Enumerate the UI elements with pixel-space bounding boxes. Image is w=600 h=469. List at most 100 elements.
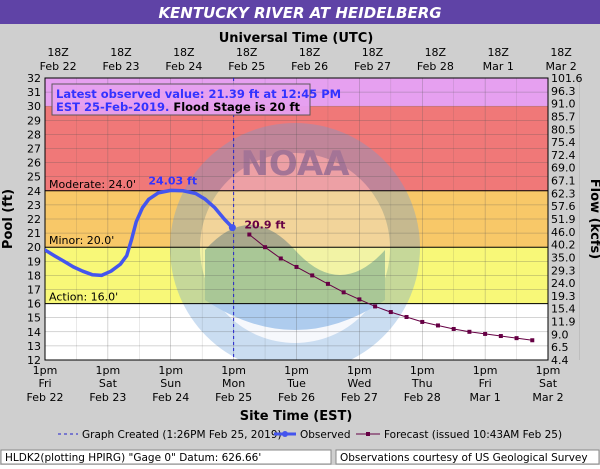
y2-tick-label: 24.0	[551, 277, 576, 290]
bottom-tick-time: 1pm	[347, 364, 372, 377]
bottom-tick-date: Feb 24	[152, 391, 189, 404]
crest-annotation: 24.03 ft	[148, 174, 197, 187]
footer-datum: HLDK2(plotting HPIRG) "Gage 0" Datum: 62…	[5, 452, 261, 464]
legend-observed: Observed	[300, 429, 351, 441]
plot-frame	[44, 77, 549, 361]
legend-forecast: Forecast (issued 10:43AM Feb 25)	[384, 429, 562, 441]
y-tick-label: 20	[27, 241, 41, 254]
legend-graph-created: Graph Created (1:26PM Feb 25, 2019)	[82, 429, 282, 441]
bottom-tick-day: Mon	[222, 377, 245, 390]
y-tick-label: 18	[27, 269, 41, 282]
top-tick-date: Feb 26	[291, 60, 328, 73]
y2-tick-label: 75.4	[551, 136, 576, 149]
info-line-2: EST 25-Feb-2019.	[56, 100, 169, 114]
y-tick-label: 21	[27, 227, 41, 240]
svg-text:NOAA: NOAA	[240, 144, 350, 184]
forecast-point	[310, 273, 315, 278]
bottom-tick-date: Feb 28	[404, 391, 441, 404]
svg-text:EST 25-Feb-2019. Flood Stage i: EST 25-Feb-2019. Flood Stage is 20 ft	[56, 100, 301, 114]
top-tick-date: Feb 22	[40, 60, 77, 73]
forecast-point	[325, 281, 330, 286]
y2-tick-label: 57.6	[551, 200, 576, 213]
top-tick-hour: 18Z	[47, 46, 69, 59]
forecast-point	[263, 245, 268, 250]
forecast-point	[294, 264, 299, 269]
forecast-point	[247, 232, 252, 237]
y-tick-label: 27	[27, 143, 41, 156]
observed-last-point	[228, 224, 236, 232]
bottom-tick-date: Mar 2	[532, 391, 563, 404]
y-ticks-right: 101.696.391.085.780.575.472.469.067.162.…	[551, 72, 583, 367]
series-group	[45, 188, 535, 343]
y2-tick-label: 40.2	[551, 239, 576, 252]
y2-tick-label: 29.3	[551, 264, 576, 277]
y2-axis-label: Flow (kcfs)	[587, 179, 600, 259]
y2-tick-label: 62.3	[551, 187, 576, 200]
top-tick-hour: 18Z	[362, 46, 384, 59]
y-tick-label: 17	[27, 284, 41, 297]
forecast-point	[404, 314, 409, 319]
y-tick-label: 12	[27, 354, 41, 367]
y-tick-label: 13	[27, 340, 41, 353]
info-line-2b: Flood Stage is 20 ft	[169, 100, 300, 114]
bottom-tick-time: 1pm	[473, 364, 498, 377]
y2-tick-label: 9.0	[551, 328, 569, 341]
forecast-point	[514, 336, 519, 341]
noaa-logo-watermark: NOAA	[170, 123, 420, 360]
title-banner	[0, 0, 600, 24]
y2-tick-label: 4.4	[551, 354, 569, 367]
y2-tick-label: 67.1	[551, 175, 576, 188]
forecast-point	[278, 256, 283, 261]
forecast-point	[420, 319, 425, 324]
y2-tick-label: 11.9	[551, 316, 576, 329]
info-box: Latest observed value: 21.39 ft at 12:45…	[51, 83, 341, 116]
y2-tick-label: 15.4	[551, 303, 576, 316]
bottom-tick-date: Mar 1	[470, 391, 501, 404]
y2-tick-label: 96.3	[551, 85, 576, 98]
bottom-tick-time: 1pm	[284, 364, 309, 377]
forecast-point	[451, 326, 456, 331]
footer-credit: Observations courtesy of US Geological S…	[340, 452, 588, 464]
stage-label: Minor: 20.0'	[49, 234, 114, 247]
top-tick-hour: 18Z	[110, 46, 132, 59]
top-tick-hour: 18Z	[425, 46, 447, 59]
y-tick-label: 26	[27, 157, 41, 170]
bottom-tick-date: Feb 27	[341, 391, 378, 404]
top-tick-date: Feb 24	[165, 60, 202, 73]
bottom-tick-date: Feb 23	[89, 391, 126, 404]
stage-label: Action: 16.0'	[49, 291, 118, 304]
bottom-tick-day: Sat	[99, 377, 118, 390]
bottom-tick-day: Sat	[539, 377, 558, 390]
forecast-point	[373, 304, 378, 309]
y-tick-label: 16	[27, 298, 41, 311]
y-tick-label: 31	[27, 86, 41, 99]
y2-tick-label: 69.0	[551, 162, 576, 175]
top-tick-hour: 18Z	[299, 46, 321, 59]
y-axis-label: Pool (ft)	[1, 189, 16, 249]
top-axis-label: Universal Time (UTC)	[219, 31, 374, 46]
forecast-point	[498, 334, 503, 339]
y-tick-label: 14	[27, 326, 41, 339]
forecast-point	[467, 329, 472, 334]
top-tick-date: Feb 25	[228, 60, 265, 73]
top-tick-date: Mar 1	[483, 60, 514, 73]
y2-tick-label: 35.0	[551, 251, 576, 264]
bottom-tick-time: 1pm	[33, 364, 58, 377]
info-line-1: Latest observed value: 21.39 ft at 12:45…	[56, 87, 341, 101]
y-tick-label: 22	[27, 213, 41, 226]
top-tick-hour: 18Z	[173, 46, 195, 59]
legend: Graph Created (1:26PM Feb 25, 2019) Obse…	[58, 429, 562, 441]
y-tick-label: 24	[27, 185, 41, 198]
y2-tick-label: 80.5	[551, 123, 576, 136]
top-tick-hour: 18Z	[550, 46, 572, 59]
y2-tick-label: 6.5	[551, 341, 569, 354]
y2-tick-label: 19.3	[551, 290, 576, 303]
y-tick-label: 25	[27, 171, 41, 184]
bottom-tick-time: 1pm	[536, 364, 561, 377]
bottom-tick-time: 1pm	[96, 364, 121, 377]
bottom-tick-time: 1pm	[221, 364, 246, 377]
